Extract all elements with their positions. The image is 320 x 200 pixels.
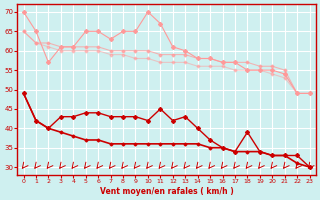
X-axis label: Vent moyen/en rafales ( km/h ): Vent moyen/en rafales ( km/h ) bbox=[100, 187, 234, 196]
